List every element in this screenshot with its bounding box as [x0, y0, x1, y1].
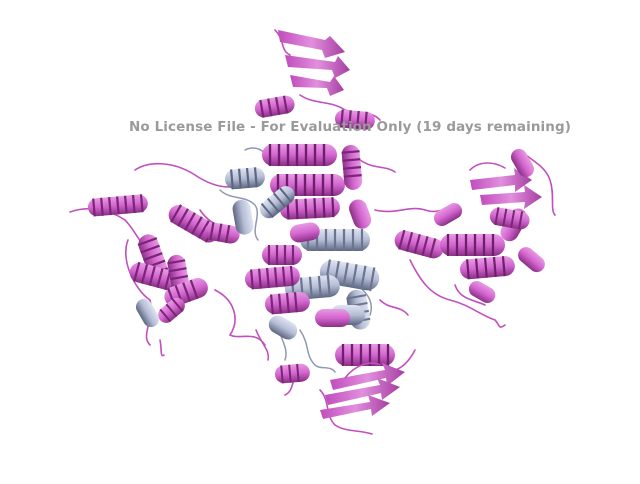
top-domain [254, 30, 375, 229]
central-domain-chain-b [224, 167, 380, 340]
central-domain-chain-a [244, 222, 395, 384]
bottom-domain [320, 362, 405, 419]
right-domain [394, 148, 545, 303]
left-domain [87, 194, 240, 328]
chain-a-loops [69, 29, 556, 435]
